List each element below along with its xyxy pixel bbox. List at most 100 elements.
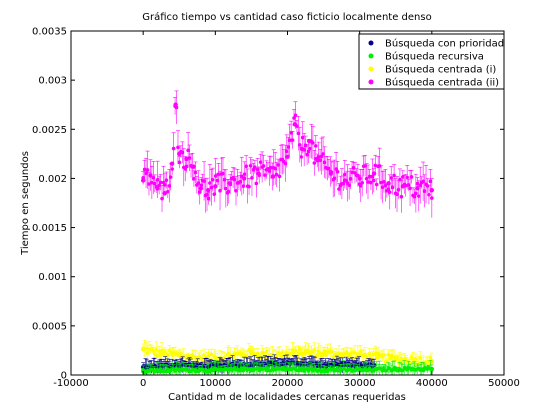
data-point (205, 188, 211, 193)
data-point (168, 350, 173, 355)
data-point (363, 352, 367, 357)
data-point (363, 164, 367, 168)
data-point (145, 168, 150, 172)
data-point (351, 166, 356, 170)
data-point (140, 347, 146, 352)
data-point (318, 351, 322, 355)
data-point (248, 163, 253, 168)
data-point (177, 160, 182, 165)
data-point (390, 185, 395, 190)
data-point (148, 173, 153, 178)
data-point (171, 146, 176, 151)
data-point (155, 177, 160, 182)
data-point (277, 174, 282, 179)
data-point (298, 143, 302, 147)
data-point (168, 175, 173, 179)
data-point (293, 348, 298, 353)
data-point (206, 354, 211, 358)
data-point (418, 183, 423, 188)
data-point (306, 149, 311, 154)
data-point (155, 353, 160, 358)
data-point (412, 194, 417, 199)
data-point (358, 183, 363, 188)
data-point (401, 368, 405, 373)
data-point (396, 187, 401, 192)
data-point (342, 172, 347, 177)
data-point (269, 368, 273, 373)
data-point (224, 186, 228, 191)
data-point (180, 150, 185, 155)
data-point (205, 192, 209, 197)
data-point (263, 173, 267, 177)
chart-title: Gráfico tiempo vs cantidad caso ficticio… (142, 11, 431, 23)
data-point (247, 184, 251, 189)
data-point (406, 183, 411, 187)
data-point (213, 174, 218, 178)
x-tick-label: 0 (140, 378, 146, 389)
data-point (193, 170, 198, 175)
data-point (374, 182, 379, 187)
data-point (371, 171, 377, 176)
data-point (380, 185, 385, 190)
data-point (395, 192, 399, 197)
data-point (267, 169, 272, 173)
series-3 (140, 90, 435, 218)
data-point (253, 165, 257, 169)
legend-box (358, 33, 505, 90)
data-point (249, 366, 254, 372)
data-point (334, 167, 338, 171)
data-point (280, 350, 285, 355)
data-point (184, 156, 189, 161)
data-point (306, 138, 312, 144)
data-point (289, 351, 293, 356)
data-point (256, 171, 261, 176)
x-tick-label: 10000 (199, 378, 231, 389)
data-point (292, 116, 296, 120)
data-point (191, 164, 196, 169)
data-point (186, 148, 190, 153)
data-point (209, 352, 214, 357)
data-point (241, 184, 246, 188)
data-point (199, 183, 203, 188)
data-point (261, 164, 266, 168)
data-point (387, 357, 392, 361)
data-point (314, 156, 319, 161)
data-point (386, 352, 391, 357)
data-point (408, 186, 412, 191)
data-point (240, 351, 244, 355)
data-point (335, 169, 340, 174)
y-tick-label: 0.003 (38, 76, 67, 87)
data-point (196, 181, 201, 185)
data-point (337, 187, 341, 191)
data-point (285, 366, 290, 372)
data-point (150, 180, 154, 185)
data-point (299, 155, 304, 159)
data-point (298, 347, 302, 352)
data-point (255, 167, 260, 172)
data-point (385, 359, 389, 364)
data-point (315, 352, 320, 357)
data-point (303, 350, 308, 355)
data-point (226, 189, 231, 194)
data-point (364, 176, 369, 181)
data-point (341, 181, 346, 186)
legend-marker (368, 66, 374, 72)
data-point (184, 356, 189, 361)
data-point (140, 178, 146, 183)
data-point (227, 181, 232, 186)
data-point (208, 181, 212, 185)
data-point (213, 367, 218, 373)
data-point (393, 357, 398, 362)
data-point (152, 352, 157, 357)
data-point (392, 173, 396, 178)
legend-marker (368, 53, 374, 59)
data-point (177, 151, 182, 157)
y-tick-label: 0.0025 (32, 125, 67, 136)
data-point (167, 184, 172, 188)
data-point (192, 177, 196, 181)
data-point (276, 163, 280, 167)
data-point (247, 348, 251, 352)
data-point (212, 192, 217, 196)
